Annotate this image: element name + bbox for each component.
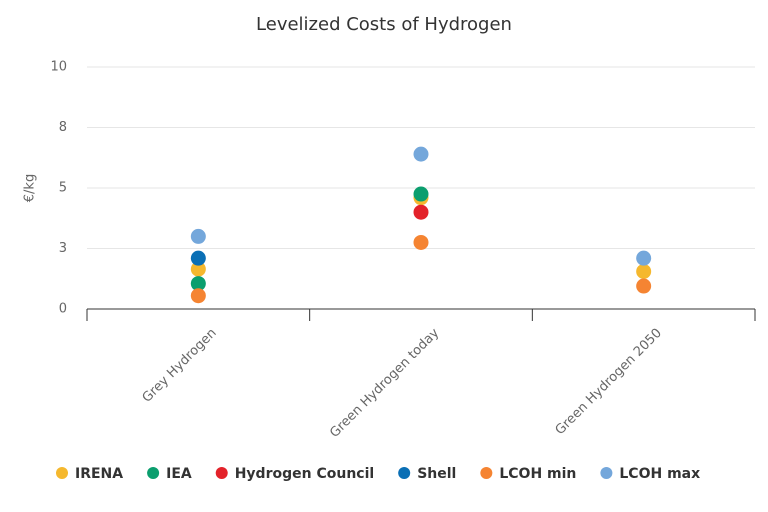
point xyxy=(413,204,429,220)
legend-label: Hydrogen Council xyxy=(235,466,374,482)
point xyxy=(413,146,429,162)
legend-marker xyxy=(147,467,160,479)
legend-label: Shell xyxy=(417,466,456,482)
legend-marker xyxy=(480,467,493,479)
point xyxy=(190,276,206,292)
point xyxy=(190,261,206,277)
legend-label: LCOH max xyxy=(619,466,700,482)
legend-label: IEA xyxy=(166,466,192,482)
y-tick-label: 3 xyxy=(59,241,67,256)
x-tick-label: Green Hydrogen 2050 xyxy=(553,326,665,438)
y-tick-label: 10 xyxy=(50,60,67,75)
y-tick-label: 0 xyxy=(59,302,67,317)
y-axis-label: €/kg xyxy=(23,174,38,202)
legend-marker xyxy=(215,467,228,479)
point xyxy=(190,228,206,244)
point xyxy=(636,278,652,294)
legend-marker xyxy=(398,467,411,479)
y-tick-label: 5 xyxy=(59,181,67,196)
legend-label: IRENA xyxy=(75,466,123,482)
point xyxy=(190,250,206,266)
legend-marker xyxy=(56,467,68,479)
point xyxy=(190,288,206,304)
y-tick-label: 8 xyxy=(59,120,67,135)
point xyxy=(636,250,652,266)
point xyxy=(636,263,652,279)
legend-marker xyxy=(600,467,613,479)
x-tick-label: Green Hydrogen today xyxy=(327,325,442,440)
point xyxy=(413,186,429,202)
legend-label: LCOH min xyxy=(499,466,576,482)
point xyxy=(413,234,429,250)
chart-title: Levelized Costs of Hydrogen xyxy=(256,14,512,35)
x-tick-label: Grey Hydrogen xyxy=(140,326,220,406)
